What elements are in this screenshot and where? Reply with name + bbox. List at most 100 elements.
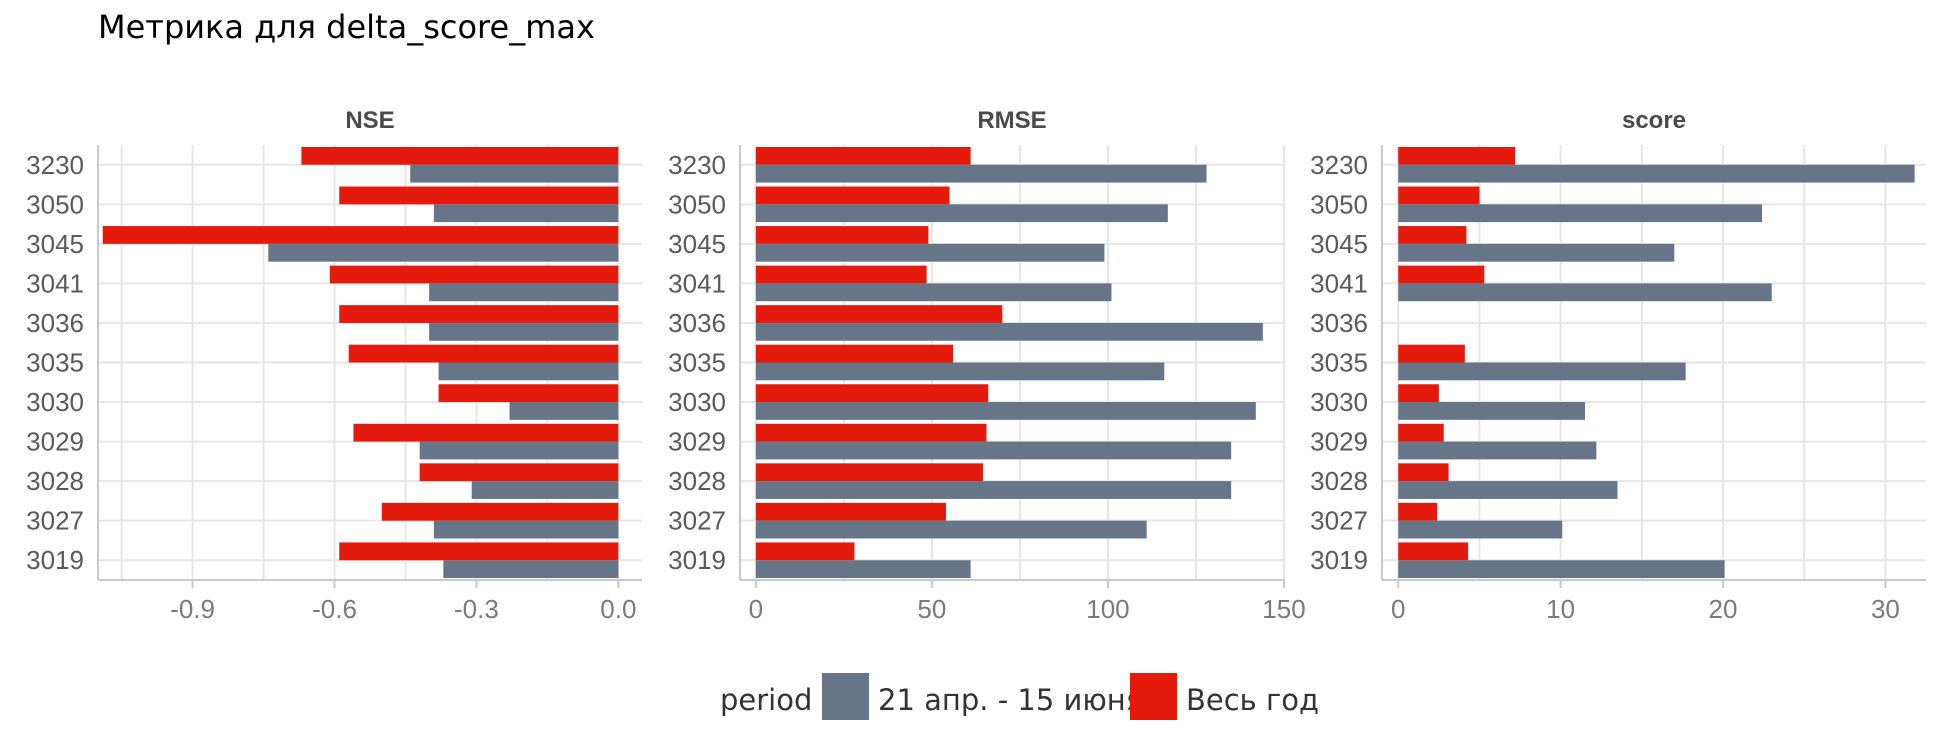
bar-nse-3050-period: [433, 204, 619, 223]
y-tick-label: 3036: [1310, 308, 1368, 338]
bar-nse-3030-full-year: [438, 384, 619, 403]
y-tick-label: 3035: [1310, 348, 1368, 378]
bar-nse-3036-period: [429, 322, 619, 341]
x-tick-label: 20: [1709, 594, 1738, 624]
x-tick-label: 150: [1262, 594, 1305, 624]
bar-rmse-3029-full-year: [755, 423, 987, 442]
y-tick-label: 3041: [1310, 268, 1368, 298]
y-tick-label: 3041: [668, 268, 726, 298]
y-tick-label: 3035: [668, 348, 726, 378]
bar-rmse-3028-full-year: [755, 463, 983, 482]
chart-title: Метрика для delta_score_max: [98, 8, 595, 46]
y-tick-label: 3036: [668, 308, 726, 338]
bar-nse-3050-full-year: [339, 186, 619, 205]
y-tick-label: 3028: [1310, 466, 1368, 496]
bar-nse-3029-period: [419, 441, 619, 460]
panel-title-rmse: RMSE: [977, 107, 1046, 134]
bar-rmse-3030-full-year: [755, 384, 989, 403]
bar-nse-3030-period: [509, 402, 619, 420]
y-tick-label: 3030: [668, 387, 726, 417]
bar-nse-3230-full-year: [301, 146, 619, 165]
bar-rmse-3230-period: [755, 164, 1207, 183]
bar-score-3045-period: [1398, 243, 1675, 262]
bar-nse-3019-full-year: [339, 542, 619, 561]
y-tick-label: 3019: [668, 545, 726, 575]
panel-title-score: score: [1622, 107, 1686, 134]
y-tick-label: 3230: [668, 150, 726, 180]
bar-score-3041-full-year: [1398, 265, 1485, 284]
bar-score-3230-full-year: [1398, 146, 1516, 165]
y-tick-label: 3230: [26, 150, 84, 180]
bar-score-3027-period: [1398, 520, 1563, 539]
bar-score-3230-period: [1398, 164, 1915, 183]
y-tick-label: 3030: [1310, 387, 1368, 417]
bar-rmse-3036-period: [755, 322, 1263, 341]
bar-score-3035-full-year: [1398, 344, 1465, 363]
x-tick-label: 10: [1546, 594, 1575, 624]
bar-rmse-3028-period: [755, 481, 1232, 499]
panel-title-nse: NSE: [345, 107, 394, 134]
x-tick-label: 50: [917, 594, 946, 624]
bar-nse-3035-full-year: [348, 344, 619, 363]
y-tick-label: 3029: [668, 427, 726, 457]
y-tick-label: 3019: [1310, 545, 1368, 575]
bar-rmse-3019-full-year: [755, 542, 855, 561]
bar-score-3029-period: [1398, 441, 1597, 460]
bar-nse-3027-period: [433, 520, 619, 539]
bar-score-3030-full-year: [1398, 384, 1439, 403]
bar-rmse-3035-period: [755, 362, 1165, 381]
y-tick-label: 3045: [668, 229, 726, 259]
y-tick-label: 3045: [1310, 229, 1368, 259]
y-tick-label: 3027: [1310, 506, 1368, 536]
y-tick-label: 3230: [1310, 150, 1368, 180]
y-tick-label: 3035: [26, 348, 84, 378]
bar-score-3028-period: [1398, 481, 1618, 499]
legend-swatch-1: [1130, 673, 1177, 720]
y-tick-label: 3029: [1310, 427, 1368, 457]
y-tick-label: 3050: [668, 189, 726, 219]
bar-rmse-3045-full-year: [755, 226, 929, 244]
bar-nse-3045-period: [268, 243, 619, 262]
y-tick-label: 3028: [668, 466, 726, 496]
y-tick-label: 3036: [26, 308, 84, 338]
bar-score-3030-period: [1398, 402, 1585, 420]
bar-nse-3029-full-year: [353, 423, 619, 442]
x-tick-label: -0.9: [170, 594, 215, 624]
x-tick-label: 0: [749, 594, 763, 624]
bar-rmse-3027-full-year: [755, 502, 946, 521]
bar-nse-3041-full-year: [329, 265, 619, 284]
y-tick-label: 3028: [26, 466, 84, 496]
bar-score-3035-period: [1398, 362, 1686, 381]
bar-nse-3230-period: [410, 164, 619, 183]
x-tick-label: -0.6: [312, 594, 357, 624]
bar-nse-3035-period: [438, 362, 619, 381]
x-tick-label: 0: [1391, 594, 1405, 624]
bar-nse-3028-full-year: [419, 463, 619, 482]
bar-rmse-3230-full-year: [755, 146, 971, 165]
legend-label-0: 21 апр. - 15 июня: [878, 683, 1143, 717]
y-tick-label: 3027: [668, 506, 726, 536]
bar-score-3029-full-year: [1398, 423, 1444, 442]
bar-rmse-3050-full-year: [755, 186, 950, 205]
bar-nse-3019-period: [443, 560, 619, 579]
y-tick-label: 3027: [26, 506, 84, 536]
bar-score-3050-full-year: [1398, 186, 1480, 205]
bar-rmse-3036-full-year: [755, 305, 1003, 323]
bar-score-3028-full-year: [1398, 463, 1449, 482]
bar-rmse-3041-period: [755, 283, 1112, 302]
bar-score-3019-full-year: [1398, 542, 1469, 561]
bar-rmse-3041-full-year: [755, 265, 927, 284]
legend-title: period: [720, 683, 812, 717]
x-tick-label: 30: [1871, 594, 1900, 624]
bar-score-3045-full-year: [1398, 226, 1467, 244]
legend-swatch-0: [822, 673, 869, 720]
bar-rmse-3030-period: [755, 402, 1256, 420]
x-tick-label: -0.3: [454, 594, 499, 624]
y-tick-label: 3029: [26, 427, 84, 457]
bar-nse-3027-full-year: [381, 502, 619, 521]
bar-score-3027-full-year: [1398, 502, 1438, 521]
x-tick-label: 100: [1086, 594, 1129, 624]
bar-rmse-3029-period: [755, 441, 1232, 460]
bar-score-3019-period: [1398, 560, 1725, 579]
